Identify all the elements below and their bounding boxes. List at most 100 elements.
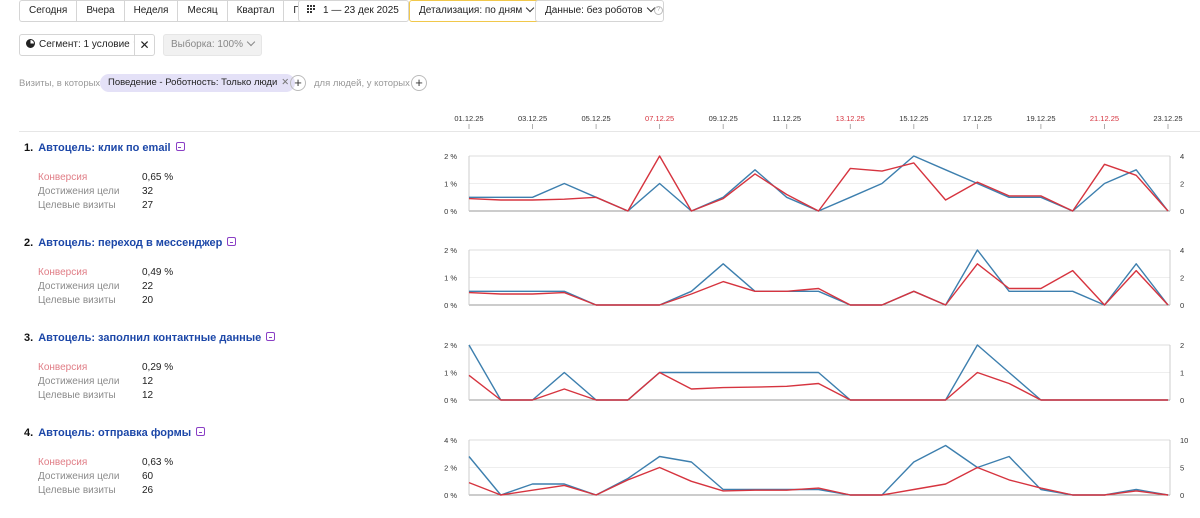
goal-link[interactable]: Автоцель: отправка формы [38, 427, 192, 439]
goal-reaches-value: 60 [142, 471, 154, 482]
goal-visits-label: Целевые визиты [38, 390, 116, 401]
add-people-condition-button[interactable]: + [411, 75, 427, 91]
goal-reaches-label: Достижения цели [38, 376, 120, 387]
y-left-tick-label: 0 % [444, 207, 457, 216]
conversion-series-line [468, 466, 1169, 496]
period-today-button[interactable]: Сегодня [19, 0, 77, 22]
y-right-tick-label: 2 [1180, 341, 1184, 350]
goal-conversion-label: Конверсия [38, 457, 88, 468]
goal-conversion-label: Конверсия [38, 362, 88, 373]
y-right-tick-label: 0 [1180, 301, 1184, 310]
date-tick-label: 11.12.25 [772, 114, 801, 123]
segment-dropdown[interactable]: Сегмент: 1 условие [19, 34, 148, 56]
people-filter-label: для людей, у которых [314, 78, 410, 89]
y-right-tick-label: 4 [1180, 152, 1184, 161]
period-yesterday-button[interactable]: Вчера [76, 0, 124, 22]
visits-filter-label: Визиты, в которых [19, 78, 101, 89]
y-right-tick-label: 0 [1180, 207, 1184, 216]
detail-dropdown[interactable]: Детализация: по дням [409, 0, 544, 22]
date-tick-label: 05.12.25 [581, 114, 610, 123]
add-visit-condition-button[interactable]: + [290, 75, 306, 91]
calendar-icon [307, 5, 317, 13]
goal-reaches-value: 12 [142, 376, 154, 387]
y-left-tick-label: 4 % [444, 436, 457, 445]
goal-conversion-value: 0,63 % [142, 457, 174, 468]
goal-title: 4. Автоцель: отправка формы [24, 427, 206, 439]
goal-number: 3. [24, 332, 34, 344]
close-icon: ✕ [139, 38, 150, 52]
goal-reaches-value: 32 [142, 186, 154, 197]
period-quarter-button[interactable]: Квартал [226, 0, 284, 22]
goal-title: 3. Автоцель: заполнил контактные данные [24, 332, 276, 344]
detail-label: Детализация: по дням [419, 5, 523, 16]
period-week-button[interactable]: Неделя [123, 0, 178, 22]
date-tick-label: 21.12.25 [1090, 114, 1119, 123]
goal-visits-value: 27 [142, 200, 154, 211]
goal-number: 1. [24, 142, 34, 154]
date-tick-label: 17.12.25 [963, 114, 992, 123]
goal-type-icon [175, 142, 185, 151]
sample-label: Выборка: 100% [171, 39, 243, 50]
goal-type-icon [266, 332, 276, 341]
goal-visits-value: 20 [142, 295, 154, 306]
goal-link[interactable]: Автоцель: заполнил контактные данные [38, 332, 262, 344]
period-month-button[interactable]: Месяц [177, 0, 227, 22]
date-range-label: 1 — 23 дек 2025 [323, 5, 399, 16]
data-filter-label: Данные: без роботов [545, 5, 643, 16]
y-right-tick-label: 2 [1180, 180, 1184, 189]
goal-title: 2. Автоцель: переход в мессенджер [24, 237, 237, 249]
goal-link[interactable]: Автоцель: переход в мессенджер [38, 237, 223, 249]
date-tick-label: 07.12.25 [645, 114, 674, 123]
goal-visits-value: 12 [142, 390, 154, 401]
goal-type-icon [227, 237, 237, 246]
date-tick-label: 23.12.25 [1153, 114, 1182, 123]
conversion-series-line [468, 155, 1169, 212]
date-tick-label: 09.12.25 [709, 114, 738, 123]
goal-reaches-label: Достижения цели [38, 281, 120, 292]
goal-type-icon [196, 427, 206, 436]
conversion-series-line [468, 263, 1169, 306]
date-tick-label: 15.12.25 [899, 114, 928, 123]
help-icon[interactable]: ? [654, 6, 663, 15]
date-tick-label: 01.12.25 [454, 114, 483, 123]
goal-reaches-label: Достижения цели [38, 471, 120, 482]
goal-number: 2. [24, 237, 34, 249]
robot-filter-label: Поведение - Роботность: Только люди [108, 77, 278, 88]
goal-visits-value: 26 [142, 485, 154, 496]
goal-title: 1. Автоцель: клик по email [24, 142, 185, 154]
y-right-tick-label: 0 [1180, 396, 1184, 405]
conversion-series-line [468, 371, 1168, 401]
y-left-tick-label: 0 % [444, 301, 457, 310]
y-left-tick-label: 2 % [444, 464, 457, 473]
y-right-tick-label: 1 [1180, 369, 1184, 378]
robot-filter-tag[interactable]: Поведение - Роботность: Только люди ✕ [100, 74, 296, 92]
y-left-tick-label: 1 % [444, 369, 457, 378]
separator [19, 131, 1200, 132]
y-left-tick-label: 0 % [444, 491, 457, 500]
date-range-button[interactable]: 1 — 23 дек 2025 [298, 0, 409, 22]
goal-conversion-label: Конверсия [38, 172, 88, 183]
y-right-tick-label: 5 [1180, 464, 1184, 473]
y-left-tick-label: 1 % [444, 274, 457, 283]
y-right-tick-label: 0 [1180, 491, 1184, 500]
y-left-tick-label: 0 % [444, 396, 457, 405]
goal-link[interactable]: Автоцель: клик по email [38, 142, 171, 154]
remove-tag-icon[interactable]: ✕ [281, 77, 290, 88]
segment-label: Сегмент: 1 условие [39, 39, 130, 50]
y-left-tick-label: 2 % [444, 341, 457, 350]
goal-reaches-value: 22 [142, 281, 154, 292]
y-left-tick-label: 2 % [444, 152, 457, 161]
date-tick-label: 13.12.25 [836, 114, 865, 123]
goal-number: 4. [24, 427, 34, 439]
goal-conversion-label: Конверсия [38, 267, 88, 278]
goal-visits-label: Целевые визиты [38, 485, 116, 496]
sample-dropdown[interactable]: Выборка: 100% [163, 34, 262, 56]
goal-visits-label: Целевые визиты [38, 295, 116, 306]
date-tick-label: 03.12.25 [518, 114, 547, 123]
y-right-tick-label: 4 [1180, 246, 1184, 255]
segment-clear-button[interactable]: ✕ [134, 34, 155, 56]
date-tick-label: 19.12.25 [1026, 114, 1055, 123]
y-right-tick-label: 10 [1180, 436, 1188, 445]
data-filter-dropdown[interactable]: Данные: без роботов [535, 0, 664, 22]
